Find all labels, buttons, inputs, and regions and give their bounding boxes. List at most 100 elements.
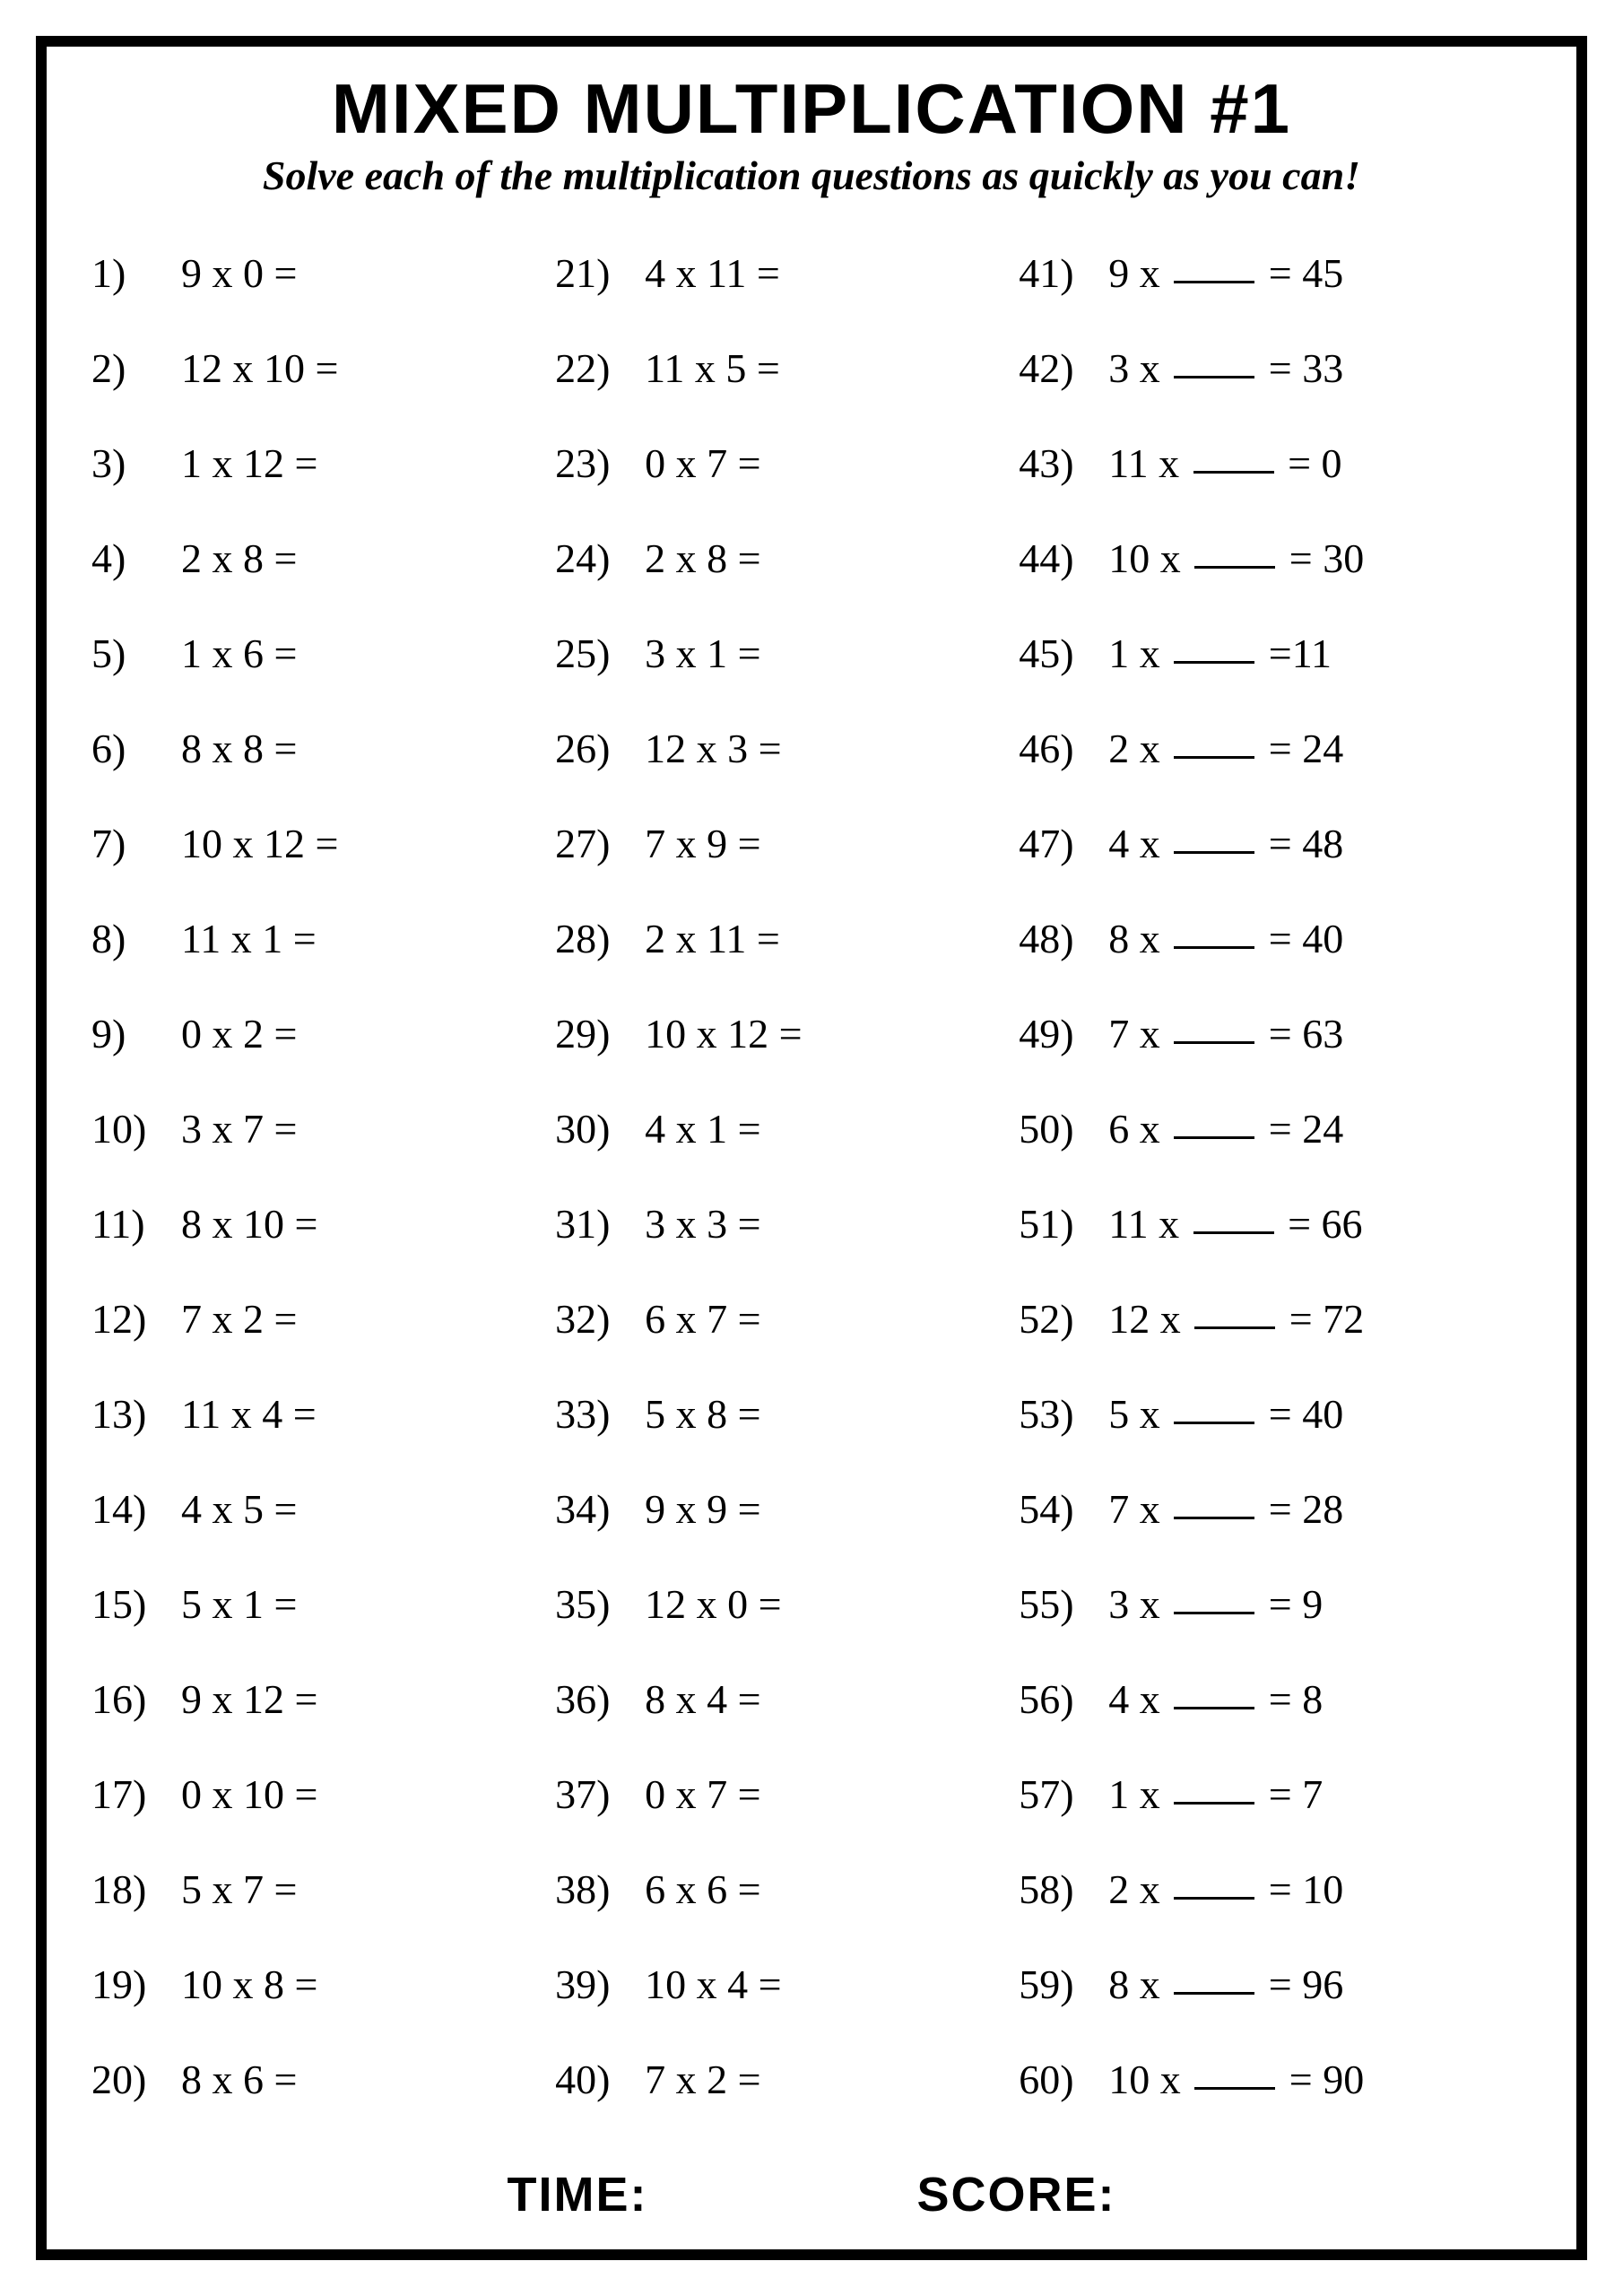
problem-text: 4 x = 8 <box>1108 1679 1323 1720</box>
problem-number: 8) <box>91 918 181 960</box>
problem-text: 0 x 7 = <box>645 1774 760 1815</box>
problem-row: 28)2 x 11 = <box>555 891 1001 987</box>
blank-line <box>1174 851 1254 854</box>
problem-text: 4 x = 48 <box>1108 823 1343 865</box>
problem-number: 34) <box>555 1489 645 1530</box>
problem-row: 46)2 x = 24 <box>1019 701 1532 796</box>
problem-number: 27) <box>555 823 645 865</box>
problem-row: 34)9 x 9 = <box>555 1462 1001 1557</box>
problem-number: 36) <box>555 1679 645 1720</box>
problem-text: 0 x 2 = <box>181 1013 297 1055</box>
problem-text: 3 x = 9 <box>1108 1584 1323 1625</box>
problem-text: 1 x = 7 <box>1108 1774 1323 1815</box>
problem-text: 2 x 11 = <box>645 918 780 960</box>
problem-row: 29)10 x 12 = <box>555 987 1001 1082</box>
problem-suffix: = 45 <box>1258 250 1343 296</box>
problem-row: 45)1 x =11 <box>1019 606 1532 701</box>
problem-suffix: = 7 <box>1258 1771 1323 1817</box>
problem-prefix: 4 x <box>1108 1676 1170 1722</box>
problem-text: 0 x 10 = <box>181 1774 317 1815</box>
problem-prefix: 10 x <box>1108 535 1191 581</box>
problem-text: 3 x 7 = <box>181 1109 297 1150</box>
problem-number: 15) <box>91 1584 181 1625</box>
problem-number: 24) <box>555 538 645 579</box>
problem-number: 5) <box>91 633 181 674</box>
problem-number: 22) <box>555 348 645 389</box>
problem-number: 4) <box>91 538 181 579</box>
problem-text: 10 x 12 = <box>645 1013 802 1055</box>
problem-text: 2 x 8 = <box>181 538 297 579</box>
problem-text: 8 x 6 = <box>181 2059 297 2100</box>
blank-line <box>1194 566 1275 569</box>
problem-number: 30) <box>555 1109 645 1150</box>
problem-number: 13) <box>91 1394 181 1435</box>
problem-prefix: 3 x <box>1108 345 1170 391</box>
problem-row: 19)10 x 8 = <box>91 1937 537 2032</box>
problem-number: 52) <box>1019 1299 1108 1340</box>
problem-row: 6)8 x 8 = <box>91 701 537 796</box>
blank-line <box>1174 946 1254 949</box>
problem-number: 51) <box>1019 1204 1108 1245</box>
problem-number: 7) <box>91 823 181 865</box>
problem-text: 10 x 4 = <box>645 1964 781 2005</box>
blank-line <box>1193 1231 1274 1234</box>
problem-suffix: = 96 <box>1258 1961 1343 2007</box>
problem-number: 49) <box>1019 1013 1108 1055</box>
problem-row: 52)12 x = 72 <box>1019 1272 1532 1367</box>
problem-number: 55) <box>1019 1584 1108 1625</box>
problem-column-2: 21)4 x 11 =22)11 x 5 =23)0 x 7 =24)2 x 8… <box>555 226 1001 2154</box>
problem-number: 2) <box>91 348 181 389</box>
problem-text: 8 x 4 = <box>645 1679 760 1720</box>
problem-text: 8 x 8 = <box>181 728 297 770</box>
problem-row: 15)5 x 1 = <box>91 1557 537 1652</box>
blank-line <box>1174 281 1254 283</box>
problem-row: 60)10 x = 90 <box>1019 2032 1532 2127</box>
problem-text: 10 x = 30 <box>1108 538 1364 579</box>
problem-suffix: = 24 <box>1258 1106 1343 1152</box>
problem-text: 9 x = 45 <box>1108 253 1343 294</box>
problem-text: 7 x = 63 <box>1108 1013 1343 1055</box>
problem-text: 3 x 3 = <box>645 1204 760 1245</box>
problem-number: 32) <box>555 1299 645 1340</box>
problem-row: 13)11 x 4 = <box>91 1367 537 1462</box>
problem-text: 4 x 5 = <box>181 1489 297 1530</box>
problem-row: 58)2 x = 10 <box>1019 1842 1532 1937</box>
problem-row: 42)3 x = 33 <box>1019 321 1532 416</box>
problem-prefix: 7 x <box>1108 1011 1170 1057</box>
problem-row: 54)7 x = 28 <box>1019 1462 1532 1557</box>
problem-row: 35)12 x 0 = <box>555 1557 1001 1652</box>
problem-row: 38)6 x 6 = <box>555 1842 1001 1937</box>
blank-line <box>1194 2087 1275 2090</box>
problem-text: 9 x 9 = <box>645 1489 760 1530</box>
problem-row: 8)11 x 1 = <box>91 891 537 987</box>
problem-number: 42) <box>1019 348 1108 389</box>
problem-number: 29) <box>555 1013 645 1055</box>
problem-text: 11 x = 66 <box>1108 1204 1362 1245</box>
problem-number: 46) <box>1019 728 1108 770</box>
problem-row: 25)3 x 1 = <box>555 606 1001 701</box>
problem-text: 10 x 12 = <box>181 823 338 865</box>
problem-text: 7 x = 28 <box>1108 1489 1343 1530</box>
problem-text: 7 x 2 = <box>181 1299 297 1340</box>
problem-suffix: = 24 <box>1258 726 1343 771</box>
problem-prefix: 2 x <box>1108 726 1170 771</box>
problem-row: 1)9 x 0 = <box>91 226 537 321</box>
problem-number: 38) <box>555 1869 645 1910</box>
problem-number: 48) <box>1019 918 1108 960</box>
problem-row: 22)11 x 5 = <box>555 321 1001 416</box>
problem-text: 12 x = 72 <box>1108 1299 1364 1340</box>
problem-text: 7 x 9 = <box>645 823 760 865</box>
problem-prefix: 8 x <box>1108 916 1170 961</box>
problem-text: 3 x 1 = <box>645 633 760 674</box>
problem-row: 36)8 x 4 = <box>555 1652 1001 1747</box>
problem-number: 28) <box>555 918 645 960</box>
problem-prefix: 5 x <box>1108 1391 1170 1437</box>
blank-line <box>1174 1897 1254 1900</box>
problem-row: 59)8 x = 96 <box>1019 1937 1532 2032</box>
problem-row: 7)10 x 12 = <box>91 796 537 891</box>
problem-row: 5)1 x 6 = <box>91 606 537 701</box>
problem-text: 6 x = 24 <box>1108 1109 1343 1150</box>
problem-suffix: = 9 <box>1258 1581 1323 1627</box>
blank-line <box>1174 1422 1254 1424</box>
problem-number: 43) <box>1019 443 1108 484</box>
